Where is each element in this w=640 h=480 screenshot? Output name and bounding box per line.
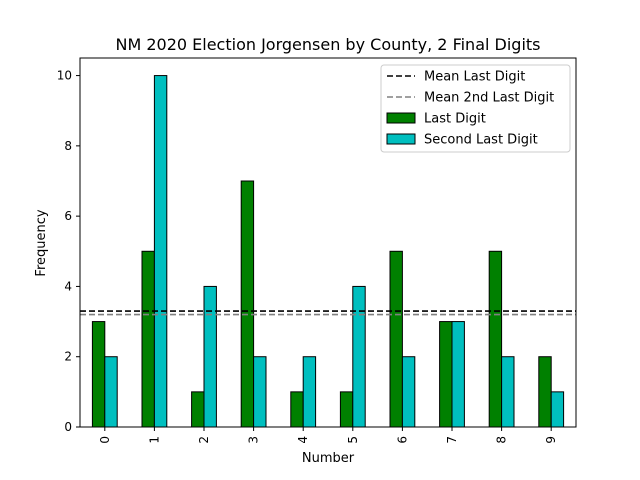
x-tick-label: 1 bbox=[147, 436, 161, 444]
y-tick-label: 8 bbox=[64, 139, 72, 153]
legend-label-last-digit: Last Digit bbox=[424, 112, 486, 127]
bar-last-digit-7 bbox=[439, 321, 453, 428]
x-tick-label: 0 bbox=[98, 436, 112, 444]
x-tick-label: 6 bbox=[395, 436, 409, 444]
legend-swatch-last-digit bbox=[386, 112, 416, 124]
bar-second-last-digit-9 bbox=[550, 391, 565, 428]
bar-last-digit-0 bbox=[91, 321, 106, 428]
bar-second-last-digit-7 bbox=[451, 321, 465, 428]
x-tick-label: 7 bbox=[445, 436, 459, 444]
x-tick-label: 5 bbox=[346, 436, 360, 444]
x-tick-label: 3 bbox=[247, 436, 261, 444]
bar-second-last-digit-8 bbox=[501, 356, 515, 428]
x-tick-label: 2 bbox=[197, 436, 211, 444]
bar-last-digit-3 bbox=[240, 180, 255, 428]
y-axis-label: Frequency bbox=[34, 209, 49, 276]
legend-label-second-last-digit: Second Last Digit bbox=[424, 133, 538, 148]
bar-last-digit-5 bbox=[339, 391, 354, 428]
bar-last-digit-1 bbox=[141, 250, 155, 428]
bar-second-last-digit-1 bbox=[153, 75, 168, 428]
y-tick-label: 0 bbox=[64, 420, 72, 434]
y-tick-label: 6 bbox=[64, 209, 72, 223]
chart-title: NM 2020 Election Jorgensen by County, 2 … bbox=[115, 35, 540, 54]
legend-label-mean-last-digit: Mean Last Digit bbox=[424, 70, 525, 85]
x-tick-label: 4 bbox=[296, 436, 310, 444]
plot-frame bbox=[79, 57, 577, 428]
bar-last-digit-4 bbox=[290, 391, 304, 428]
bar-last-digit-6 bbox=[389, 250, 403, 428]
y-tick-label: 4 bbox=[64, 279, 72, 293]
bar-second-last-digit-3 bbox=[253, 356, 267, 428]
y-tick-label: 10 bbox=[57, 69, 72, 83]
bar-second-last-digit-2 bbox=[203, 285, 217, 428]
bar-second-last-digit-4 bbox=[302, 356, 317, 428]
legend-swatch-second-last-digit bbox=[386, 133, 416, 145]
y-tick-label: 2 bbox=[64, 350, 72, 364]
bar-second-last-digit-5 bbox=[352, 285, 366, 428]
bar-second-last-digit-6 bbox=[401, 356, 416, 428]
bar-last-digit-8 bbox=[488, 250, 503, 428]
legend: Mean Last Digit Mean 2nd Last Digit Last D… bbox=[380, 64, 571, 153]
x-tick-label: 9 bbox=[544, 436, 558, 444]
plot-area: 0 2 4 6 8 10 0 1 2 3 4 5 6 7 8 9 bbox=[57, 57, 577, 444]
bar-last-digit-2 bbox=[191, 391, 205, 428]
bar-last-digit-9 bbox=[538, 356, 552, 428]
bar-second-last-digit-0 bbox=[104, 356, 118, 428]
legend-label-mean-second-last-digit: Mean 2nd Last Digit bbox=[424, 91, 554, 106]
x-tick-label: 8 bbox=[495, 436, 509, 444]
x-axis-label: Number bbox=[302, 451, 355, 466]
legend-box bbox=[380, 64, 571, 153]
